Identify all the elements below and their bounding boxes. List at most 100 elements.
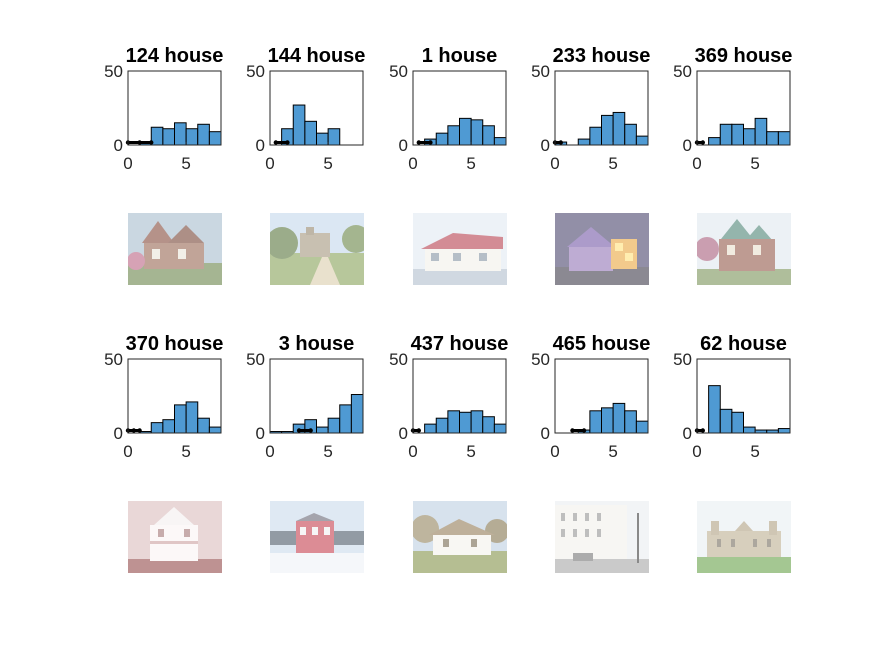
y-tick-label: 50 — [389, 350, 408, 369]
x-tick-label: 0 — [550, 442, 559, 461]
histogram-bar — [754, 117, 768, 146]
y-tick-label: 50 — [531, 350, 550, 369]
axes-box — [269, 70, 364, 146]
histogram-bar — [743, 426, 756, 434]
marker-point — [273, 140, 279, 145]
y-tick-label: 0 — [683, 136, 692, 155]
histogram-bar — [719, 408, 733, 434]
marker-point — [428, 140, 433, 145]
histogram-bar — [612, 402, 626, 434]
histogram-bar — [174, 404, 187, 434]
x-tick-label: 0 — [123, 154, 132, 173]
marker-point — [131, 428, 137, 433]
histogram-bar — [731, 123, 744, 146]
white-porch-house-photo — [128, 501, 222, 573]
histogram-bar — [493, 137, 507, 146]
histogram-bar — [766, 131, 779, 146]
x-tick-label: 0 — [123, 442, 132, 461]
histogram-bar — [316, 132, 329, 146]
panel-title: 370 house — [126, 333, 224, 355]
histogram-bar — [435, 132, 449, 146]
y-tick-label: 0 — [399, 136, 408, 155]
histogram-bar — [589, 126, 602, 146]
y-tick-label: 0 — [541, 136, 550, 155]
histogram-bar — [777, 428, 791, 434]
x-tick-label: 0 — [408, 442, 417, 461]
histogram-bar — [197, 123, 210, 146]
x-tick-label: 5 — [608, 154, 617, 173]
histogram-bar — [470, 410, 484, 434]
axes-box — [412, 358, 507, 434]
histogram-bar — [150, 422, 164, 434]
y-tick-label: 0 — [114, 424, 123, 443]
x-tick-label: 0 — [692, 154, 701, 173]
y-tick-label: 50 — [673, 350, 692, 369]
axes-box — [127, 358, 222, 434]
histogram-bar — [350, 394, 364, 434]
marker-point — [285, 140, 290, 145]
x-tick-label: 5 — [750, 154, 759, 173]
panel-title: 62 house — [700, 333, 787, 355]
histogram-bar — [424, 423, 437, 434]
green-victorian-photo — [697, 213, 791, 285]
histogram-bar — [327, 417, 341, 434]
x-tick-label: 5 — [181, 154, 190, 173]
red-roof-house-photo — [413, 213, 507, 285]
histogram-bar — [470, 119, 484, 146]
marker-point — [416, 428, 422, 433]
histogram-bar — [459, 411, 472, 434]
histogram-bar — [601, 407, 614, 434]
histogram-bar — [482, 416, 495, 434]
histogram-bar — [635, 420, 649, 434]
histogram-bar — [708, 137, 721, 146]
marker-point — [416, 140, 422, 145]
marker-point — [581, 428, 587, 433]
y-tick-label: 0 — [114, 136, 123, 155]
y-tick-label: 50 — [531, 62, 550, 81]
country-estate-photo — [270, 213, 364, 285]
y-tick-label: 50 — [104, 350, 123, 369]
axes-box — [696, 358, 791, 434]
histogram-bar — [777, 131, 791, 146]
histogram-bar — [612, 111, 626, 146]
histogram-bar — [601, 114, 614, 146]
histogram-bar — [316, 426, 329, 434]
marker-point — [308, 428, 313, 433]
x-tick-label: 5 — [323, 154, 332, 173]
x-tick-label: 0 — [408, 154, 417, 173]
marker-point — [137, 140, 142, 145]
histogram-bar — [577, 138, 591, 146]
histogram-bar — [208, 426, 222, 434]
axes-box — [554, 70, 649, 146]
panel-title: 1 house — [422, 45, 498, 67]
histogram-bar — [208, 131, 222, 146]
y-tick-label: 0 — [541, 424, 550, 443]
histogram-bar — [459, 117, 472, 146]
histogram-bar — [731, 411, 744, 434]
histogram-bar — [447, 125, 460, 146]
marker-point — [149, 140, 154, 145]
histogram-bar — [304, 120, 317, 146]
y-tick-label: 50 — [389, 62, 408, 81]
panel-title: 369 house — [695, 45, 793, 67]
x-tick-label: 0 — [265, 154, 274, 173]
panel-title: 3 house — [279, 333, 355, 355]
y-tick-label: 50 — [104, 62, 123, 81]
thatched-cottage-photo — [413, 501, 507, 573]
histogram-bar — [624, 410, 637, 434]
axes-box — [127, 70, 222, 146]
x-tick-label: 5 — [181, 442, 190, 461]
victorian-house-photo — [128, 213, 222, 285]
marker-point — [700, 140, 706, 145]
y-tick-label: 50 — [246, 350, 265, 369]
terrace-street-photo — [555, 501, 649, 573]
histogram-bar — [493, 423, 507, 434]
histogram-bar — [447, 410, 460, 434]
histogram-bar — [327, 128, 341, 146]
panel-title: 437 house — [411, 333, 509, 355]
